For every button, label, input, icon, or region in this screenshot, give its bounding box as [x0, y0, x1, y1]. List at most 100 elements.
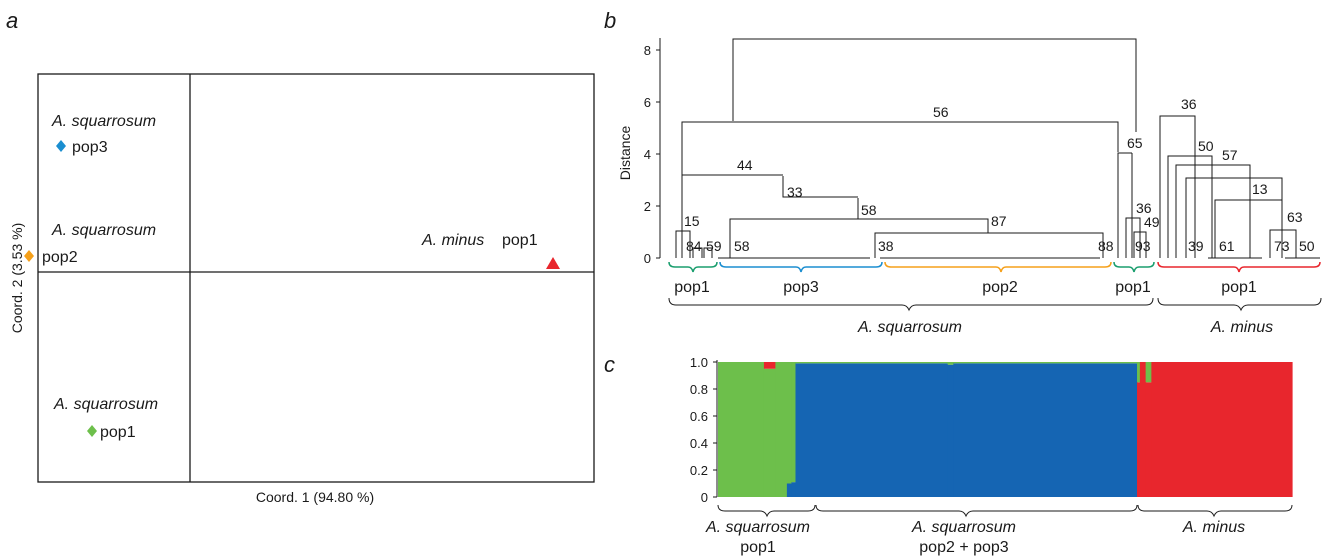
- bootstrap-label: 65: [1127, 135, 1143, 151]
- group-braces-c: [717, 504, 1293, 518]
- brace-pop3: [719, 261, 883, 273]
- cluster-label: pop2: [982, 279, 1018, 296]
- panel-a-x-axis-label: Coord. 1 (94.80 %): [256, 489, 374, 505]
- panel-a-label: a: [6, 8, 18, 33]
- bar-segment-green: [791, 362, 797, 483]
- bootstrap-label: 84: [686, 238, 702, 254]
- brace-pop2: [884, 261, 1112, 273]
- bootstrap-label: 36: [1181, 96, 1197, 112]
- y-tick-label: 0.6: [690, 409, 708, 424]
- point-label-pop: pop1: [100, 424, 136, 441]
- bootstrap-label: 59: [706, 238, 722, 254]
- brace-c-pop1: [717, 504, 816, 518]
- bootstrap-label: 50: [1198, 138, 1214, 154]
- bootstrap-label: 61: [1219, 238, 1235, 254]
- brace-pop1-left: [668, 261, 718, 273]
- bar-segment-blue: [795, 363, 949, 497]
- panel-c-label: c: [604, 352, 615, 377]
- group-label-squarrosum: A. squarrosum: [857, 319, 962, 336]
- y-tick-label: 6: [644, 95, 651, 110]
- brace-pop1-mid: [1113, 261, 1155, 273]
- bootstrap-label: 50: [1299, 238, 1315, 254]
- point-label-pop: pop2: [42, 249, 78, 266]
- bootstrap-label: 15: [684, 213, 700, 229]
- dendrogram-tree: [675, 38, 1320, 259]
- bar-segment-blue: [791, 482, 797, 497]
- bootstrap-labels: 56 44 33 15 84 59 58 58 38 87 88 65 36 4…: [684, 96, 1315, 254]
- bootstrap-label: 88: [1098, 238, 1114, 254]
- bootstrap-label: 87: [991, 213, 1007, 229]
- bootstrap-label: 13: [1252, 181, 1268, 197]
- bootstrap-label: 93: [1135, 238, 1151, 254]
- diamond-marker-pop2: [24, 250, 34, 262]
- bar-segment-red: [1145, 382, 1152, 497]
- brace-c-pop23: [815, 504, 1138, 518]
- bootstrap-label: 58: [861, 202, 877, 218]
- cluster-label: pop1: [1115, 279, 1151, 296]
- bootstrap-label: 58: [734, 238, 750, 254]
- bootstrap-label: 49: [1144, 214, 1160, 230]
- bar-segment-green: [1137, 362, 1141, 383]
- bar-segment-red: [1137, 382, 1141, 497]
- panel-a-plot: A. squarrosum pop3 A. squarrosum pop2 A.…: [24, 73, 595, 483]
- bootstrap-label: 38: [878, 238, 894, 254]
- group-label-c-species: A. minus: [1182, 519, 1245, 536]
- y-tick-label: 0.8: [690, 382, 708, 397]
- cluster-labels: pop1 pop3 pop2 pop1 pop1: [674, 279, 1257, 296]
- y-tick-label: 0.2: [690, 463, 708, 478]
- y-tick-label: 0: [644, 251, 651, 266]
- bar-segment-green: [763, 368, 776, 497]
- bootstrap-label: 56: [933, 104, 949, 120]
- panel-b-y-axis-label: Distance: [617, 126, 633, 181]
- panel-b-label: b: [604, 8, 616, 33]
- diamond-marker-pop3: [56, 140, 66, 152]
- bar-segment-red: [1139, 362, 1147, 497]
- bar-segment-blue: [953, 363, 1138, 497]
- cluster-label: pop1: [1221, 279, 1257, 296]
- panel-a-y-axis-label: Coord. 2 (3.53 %): [9, 223, 25, 334]
- point-label-species: A. squarrosum: [51, 222, 156, 239]
- point-label-pop: pop3: [72, 139, 108, 156]
- bar-segment-green: [953, 362, 1138, 364]
- bar-segment-green: [1145, 362, 1152, 383]
- panel-c-y-axis: 0 0.2 0.4 0.6 0.8 1.0: [690, 355, 718, 505]
- brace-minus: [1157, 297, 1322, 312]
- point-label-species: A. minus: [421, 232, 484, 249]
- bootstrap-label: 44: [737, 157, 753, 173]
- bootstrap-label: 73: [1274, 238, 1290, 254]
- triangle-marker-minus: [546, 257, 560, 269]
- bootstrap-label: 36: [1136, 200, 1152, 216]
- diamond-marker-pop1: [87, 425, 97, 437]
- panel-a-frame: [37, 73, 595, 483]
- panel-b-y-axis: 0 2 4 6 8: [644, 38, 661, 266]
- bar-segment-green: [718, 362, 765, 497]
- y-tick-label: 0: [701, 490, 708, 505]
- brace-squarrosum: [668, 297, 1154, 312]
- point-label-species: A. squarrosum: [53, 396, 158, 413]
- structure-bars: [718, 362, 1293, 497]
- group-label-minus: A. minus: [1210, 319, 1273, 336]
- bar-segment-red: [763, 362, 776, 369]
- group-label-c-species: A. squarrosum: [705, 519, 810, 536]
- bootstrap-label: 39: [1188, 238, 1204, 254]
- cluster-label: pop3: [783, 279, 819, 296]
- bootstrap-label: 33: [787, 184, 803, 200]
- group-braces-b: [668, 297, 1322, 312]
- point-label-species: A. squarrosum: [51, 113, 156, 130]
- bar-segment-blue: [947, 364, 954, 497]
- y-tick-label: 8: [644, 43, 651, 58]
- bar-segment-green: [786, 362, 793, 484]
- brace-c-minus: [1137, 504, 1293, 518]
- y-tick-label: 4: [644, 147, 651, 162]
- group-label-c-species: A. squarrosum: [911, 519, 1016, 536]
- brace-pop1-minus: [1157, 261, 1321, 273]
- bar-segment-green: [775, 362, 788, 497]
- group-label-c-pop: pop1: [740, 539, 776, 556]
- bar-segment-green: [947, 362, 954, 365]
- y-tick-label: 0.4: [690, 436, 708, 451]
- bootstrap-label: 57: [1222, 147, 1238, 163]
- y-tick-label: 2: [644, 199, 651, 214]
- point-label-pop: pop1: [502, 232, 538, 249]
- bar-segment-red: [1151, 362, 1293, 497]
